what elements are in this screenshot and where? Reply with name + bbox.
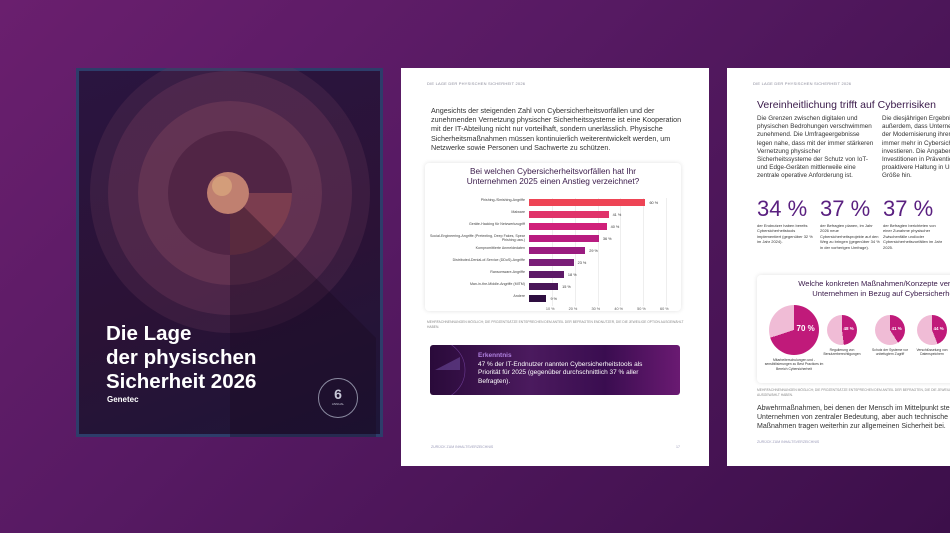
gridline bbox=[620, 198, 622, 306]
bar-category-label: Andere bbox=[513, 294, 525, 298]
bar-category-label: Phishing-/Smishing-Angriffe bbox=[480, 198, 525, 202]
insight-text: 47 % der IT-Endnutzer nannten Cybersiche… bbox=[478, 361, 643, 385]
report-cover[interactable]: Die Lage der physischen Sicherheit 2026 … bbox=[76, 68, 383, 437]
x-tick-label: 30 % bbox=[591, 307, 601, 311]
bar-value-label: 23 % bbox=[577, 260, 587, 265]
bar bbox=[529, 271, 564, 278]
body-column-2: Die diesjährigen Ergebnisse zeigen außer… bbox=[882, 115, 950, 180]
pie-category-label: Mitarbeiterschulungen und -sensibilisier… bbox=[764, 358, 824, 371]
gridline bbox=[597, 198, 599, 306]
insight-box: Erkenntnis 47 % der IT-Endnutzer nannten… bbox=[430, 345, 680, 395]
report-page-chart[interactable]: DIE LAGE DER PHYSISCHEN SICHERHEIT 2026 … bbox=[401, 68, 709, 466]
back-to-toc-link[interactable]: ZURÜCK ZUM INHALTSVERZEICHNIS bbox=[431, 445, 494, 449]
cover-artwork bbox=[90, 68, 376, 437]
page-header: DIE LAGE DER PHYSISCHEN SICHERHEIT 2026 bbox=[427, 81, 526, 86]
bar-category-label: Kompromittierte Anmeldedaten bbox=[475, 246, 525, 250]
bar-value-label: 40 % bbox=[610, 224, 620, 229]
title-line: Sicherheit 2026 bbox=[106, 370, 257, 393]
insight-label: Erkenntnis bbox=[478, 352, 512, 359]
pie-value-label: 41 % bbox=[891, 326, 902, 332]
bar bbox=[529, 283, 559, 290]
bar-value-label: 60 % bbox=[649, 200, 659, 205]
bar-value-label: 29 % bbox=[589, 248, 598, 253]
pie-chart bbox=[875, 315, 905, 345]
bar-category-label: Ransomware-Angriffe bbox=[490, 270, 525, 274]
anniversary-seal: 6 ANNUAL bbox=[318, 378, 358, 418]
body-column-1: Die Grenzen zwischen digitalen und physi… bbox=[757, 115, 874, 180]
pie-category-label: Schutz der Systeme vor unbefugtem Zugrif… bbox=[872, 348, 908, 357]
pie-chart bbox=[827, 315, 857, 345]
report-page-stats[interactable]: DIE LAGE DER PHYSISCHEN SICHERHEIT 2026 … bbox=[727, 68, 950, 466]
bar-category-label: Man-in-the-Middle-Angriffe (MITM) bbox=[469, 282, 525, 286]
page-header: DIE LAGE DER PHYSISCHEN SICHERHEIT 2026 bbox=[753, 81, 852, 86]
bar-value-label: 18 % bbox=[567, 272, 577, 277]
pie-chart bbox=[769, 305, 819, 355]
closing-paragraph: Abwehrmaßnahmen, bei denen der Mensch im… bbox=[757, 405, 950, 430]
pie-category-label: Verschlüsselung von Datenspeichern bbox=[916, 348, 948, 357]
genetec-logo: Genetec bbox=[107, 395, 139, 404]
stat-text: der Befragten berichteten von einer Zuna… bbox=[883, 223, 943, 250]
bar bbox=[529, 199, 646, 206]
bar-category-label: Malware bbox=[511, 210, 525, 214]
bar-value-label: 36 % bbox=[602, 236, 612, 241]
bar bbox=[529, 247, 586, 254]
title-line: Die Lage bbox=[106, 322, 192, 345]
stat-value: 37 % bbox=[883, 196, 934, 221]
bar-category-label: Distributed-Denial-of-Service (DDoS)-Ang… bbox=[452, 258, 525, 262]
bar bbox=[529, 211, 609, 218]
seal-text: ANNUAL bbox=[331, 402, 345, 406]
chart-title: Bei welchen Cybersicherheitsvorfällen ha… bbox=[466, 166, 640, 186]
x-tick-label: 10 % bbox=[545, 307, 555, 311]
pie-footnote: MEHRFACHNENNUNGEN MÖGLICH; DIE PROZENTSÄ… bbox=[757, 388, 950, 397]
pie-title: Welche konkreten Maßnahmen/Konzepte verf… bbox=[798, 279, 950, 298]
bar bbox=[529, 259, 574, 266]
bar-value-label: 9 % bbox=[550, 296, 557, 301]
bar-chart: 10 % 20 % 30 % 40 % 50 % 60 % Phishing-/Smishi… bbox=[425, 187, 681, 311]
stat-text: der Endnutzer haben bereits Cybersicherh… bbox=[757, 223, 813, 245]
title-line: der physischen bbox=[106, 346, 257, 369]
bar bbox=[529, 223, 607, 230]
gridline bbox=[666, 198, 667, 306]
gridline bbox=[643, 198, 645, 306]
stat-text: der Befragten planen, im Jahr 2026 neue … bbox=[820, 223, 880, 250]
pie-category-label: Regulierung von Benutzerberechtigungen bbox=[823, 348, 861, 357]
cover-title: Die Lage der physischen Sicherheit 2026 bbox=[106, 322, 256, 394]
bar-value-label: 15 % bbox=[562, 284, 571, 289]
pie-value-label: 48 % bbox=[843, 326, 854, 332]
pie-chart bbox=[917, 315, 947, 345]
insight-decoration bbox=[435, 345, 466, 395]
x-tick-label: 50 % bbox=[637, 307, 646, 311]
stat-value: 37 % bbox=[820, 196, 871, 221]
bar-category-label: Geräte-Hacking für Netzwerkzugriff bbox=[468, 222, 525, 226]
stat-value: 34 % bbox=[757, 196, 808, 221]
x-tick-label: 20 % bbox=[568, 307, 578, 311]
section-title: Vereinheitlichung trifft auf Cyberrisike… bbox=[757, 99, 936, 111]
bar bbox=[529, 295, 547, 302]
pie-value-label: 44 % bbox=[933, 326, 944, 332]
chart-footnote: MEHRFACHNENNUNGEN MÖGLICH; DIE PROZENTSÄ… bbox=[427, 320, 684, 329]
chart-card: Bei welchen Cybersicherheitsvorfällen ha… bbox=[425, 163, 681, 311]
back-to-toc-link[interactable]: ZURÜCK ZUM INHALTSVERZEICHNIS bbox=[757, 440, 820, 444]
bar-value-label: 41 % bbox=[612, 212, 622, 217]
bar-category-label: Social-Engineering-Angriffe (Pretexting,… bbox=[429, 234, 525, 243]
intro-paragraph: Angesichts der steigenden Zahl von Cyber… bbox=[431, 106, 682, 152]
bar bbox=[529, 235, 599, 242]
pie-value-label: 70 % bbox=[796, 324, 815, 333]
x-tick-label: 40 % bbox=[614, 307, 623, 311]
seal-number: 6 bbox=[334, 386, 342, 402]
x-tick-label: 60 % bbox=[660, 307, 669, 311]
page-number: 17 bbox=[676, 445, 680, 449]
pie-card: Welche konkreten Maßnahmen/Konzepte verf… bbox=[757, 275, 950, 383]
